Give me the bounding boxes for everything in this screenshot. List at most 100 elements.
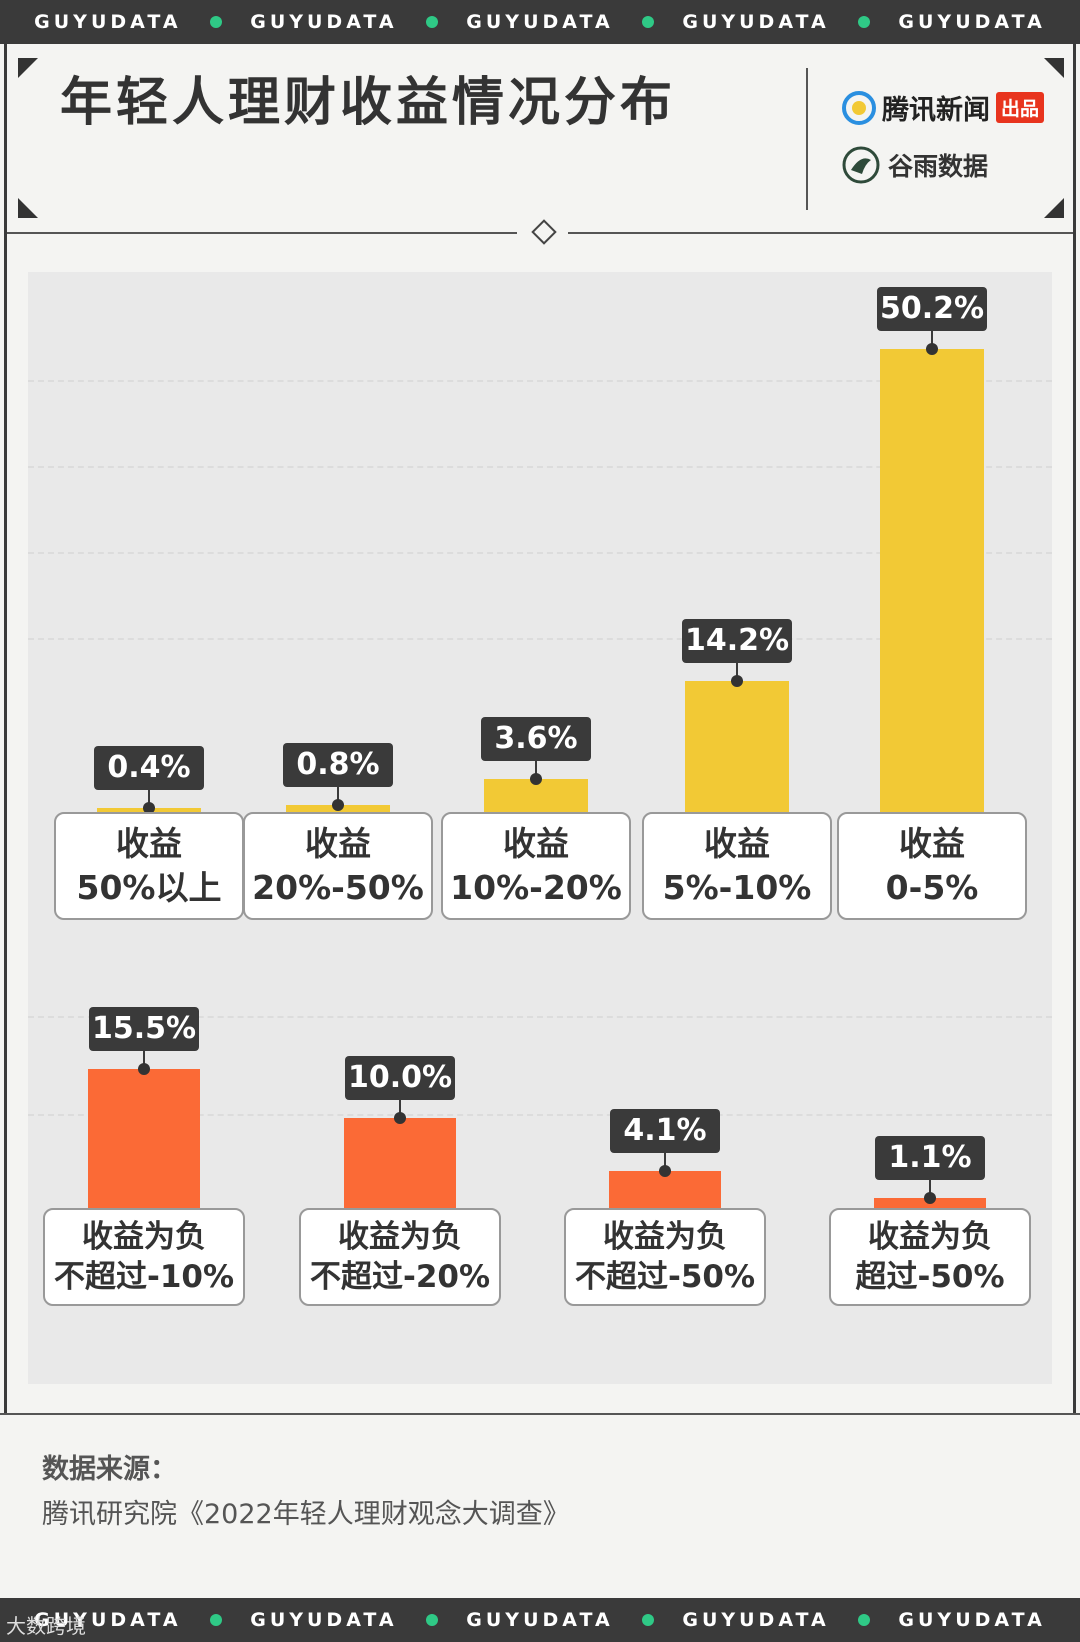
banner-text: GUYUDATA (682, 1609, 830, 1631)
category-card: 收益 0-5% (837, 812, 1027, 920)
source-section (0, 1413, 1080, 1600)
page-title: 年轻人理财收益情况分布 (60, 73, 677, 133)
value-label: 3.6% (481, 716, 591, 761)
label-pin (332, 798, 344, 811)
category-label: 收益 (503, 824, 569, 863)
category-label: 0-5% (885, 868, 979, 907)
source-text: 腾讯研究院《2022年轻人理财观念大调查》 (42, 1499, 570, 1530)
category-card: 收益为负超过-50% (829, 1208, 1031, 1306)
gridline (28, 638, 1052, 640)
bird-icon (842, 146, 880, 184)
bar (88, 1068, 200, 1208)
category-label: 20%-50% (252, 868, 424, 907)
category-label: 收益 (704, 824, 770, 863)
label-pin (926, 343, 938, 356)
category-card: 收益为负不超过-50% (564, 1208, 766, 1306)
bar (880, 349, 984, 812)
dot-icon (425, 16, 438, 28)
value-label: 10.0% (345, 1056, 455, 1100)
category-label: 收益 (116, 824, 182, 863)
bottom-banner: GUYUDATA GUYUDATA GUYUDATA GUYUDATA GUYU… (0, 1598, 1080, 1642)
category-label: 收益为负 (82, 1219, 206, 1255)
label-pin (143, 802, 155, 814)
category-label: 收益 (305, 824, 371, 863)
category-label: 50%以上 (76, 868, 222, 907)
bar (685, 681, 789, 812)
label-stem (143, 1050, 145, 1069)
gridline (28, 466, 1052, 468)
label-stem (148, 790, 150, 808)
banner-text: GUYUDATA (34, 11, 182, 33)
dot-icon (642, 16, 655, 28)
gridline (28, 380, 1052, 382)
category-card: 收益为负不超过-10% (43, 1208, 245, 1306)
category-card: 收益 20%-50% (243, 812, 433, 920)
dot-icon (209, 16, 222, 28)
banner-text: GUYUDATA (250, 11, 398, 33)
category-card: 收益为负不超过-20% (299, 1208, 501, 1306)
label-pin (530, 772, 542, 785)
value-label: 4.1% (610, 1109, 720, 1154)
category-card: 收益 5%-10% (642, 812, 832, 920)
banner-text: GUYUDATA (466, 11, 614, 33)
corner-icon (1044, 198, 1064, 218)
value-label: 0.4% (94, 746, 204, 790)
value-label: 50.2% (877, 287, 987, 332)
corner-icon (1044, 58, 1064, 78)
category-card: 收益 50%以上 (54, 812, 244, 920)
category-label: 不超过-10% (53, 1259, 235, 1295)
dot-icon (858, 16, 871, 28)
bar (344, 1118, 456, 1208)
brand-name: 谷雨数据 (888, 152, 989, 181)
corner-icon (18, 58, 38, 78)
corner-icon (18, 198, 38, 218)
gridline (28, 552, 1052, 554)
guyu-data-logo: 谷雨数据 (842, 146, 988, 184)
dot-icon (642, 1614, 655, 1626)
top-banner: GUYUDATA GUYUDATA GUYUDATA GUYUDATA GUYU… (0, 0, 1080, 44)
label-stem (337, 786, 339, 805)
value-label: 1.1% (875, 1136, 985, 1181)
category-card: 收益 10%-20% (441, 812, 631, 920)
category-label: 收益为负 (868, 1219, 992, 1255)
dot-icon (425, 1614, 438, 1626)
header-separator (806, 68, 808, 210)
banner-text: GUYUDATA (250, 1609, 398, 1631)
watermark: 大数跨境 (6, 1614, 86, 1638)
dot-icon (858, 1614, 871, 1626)
category-label: 10%-20% (450, 868, 622, 907)
tencent-news-logo: 腾讯新闻 出品 (842, 88, 1045, 127)
category-label: 收益为负 (603, 1219, 727, 1255)
brand-badge: 出品 (996, 92, 1045, 123)
banner-text: GUYUDATA (682, 11, 830, 33)
banner-text: GUYUDATA (34, 1609, 182, 1631)
category-label: 收益为负 (338, 1219, 462, 1255)
banner-text: GUYUDATA (466, 1609, 614, 1631)
category-label: 收益 (899, 824, 965, 863)
value-label: 15.5% (89, 1006, 199, 1051)
label-stem (535, 760, 537, 779)
label-stem (664, 1153, 666, 1172)
banner-text: GUYUDATA (898, 1609, 1046, 1631)
tencent-news-icon (842, 90, 876, 125)
bar (609, 1171, 721, 1208)
label-pin (924, 1192, 936, 1205)
header-divider (7, 232, 517, 234)
label-pin (394, 1112, 406, 1124)
label-pin (138, 1062, 150, 1075)
header-divider (568, 232, 1073, 234)
value-label: 0.8% (283, 742, 393, 787)
label-stem (931, 331, 933, 350)
dot-icon (209, 1614, 222, 1626)
label-pin (659, 1165, 671, 1178)
category-label: 超过-50% (855, 1259, 1005, 1295)
label-stem (929, 1180, 931, 1199)
source-title: 数据来源： (42, 1454, 177, 1485)
page-frame (4, 44, 1076, 1598)
category-label: 不超过-50% (574, 1259, 756, 1295)
value-label: 14.2% (682, 619, 792, 664)
banner-text: GUYUDATA (898, 11, 1046, 33)
gridline (28, 1114, 1052, 1116)
category-label: 不超过-20% (309, 1259, 491, 1295)
